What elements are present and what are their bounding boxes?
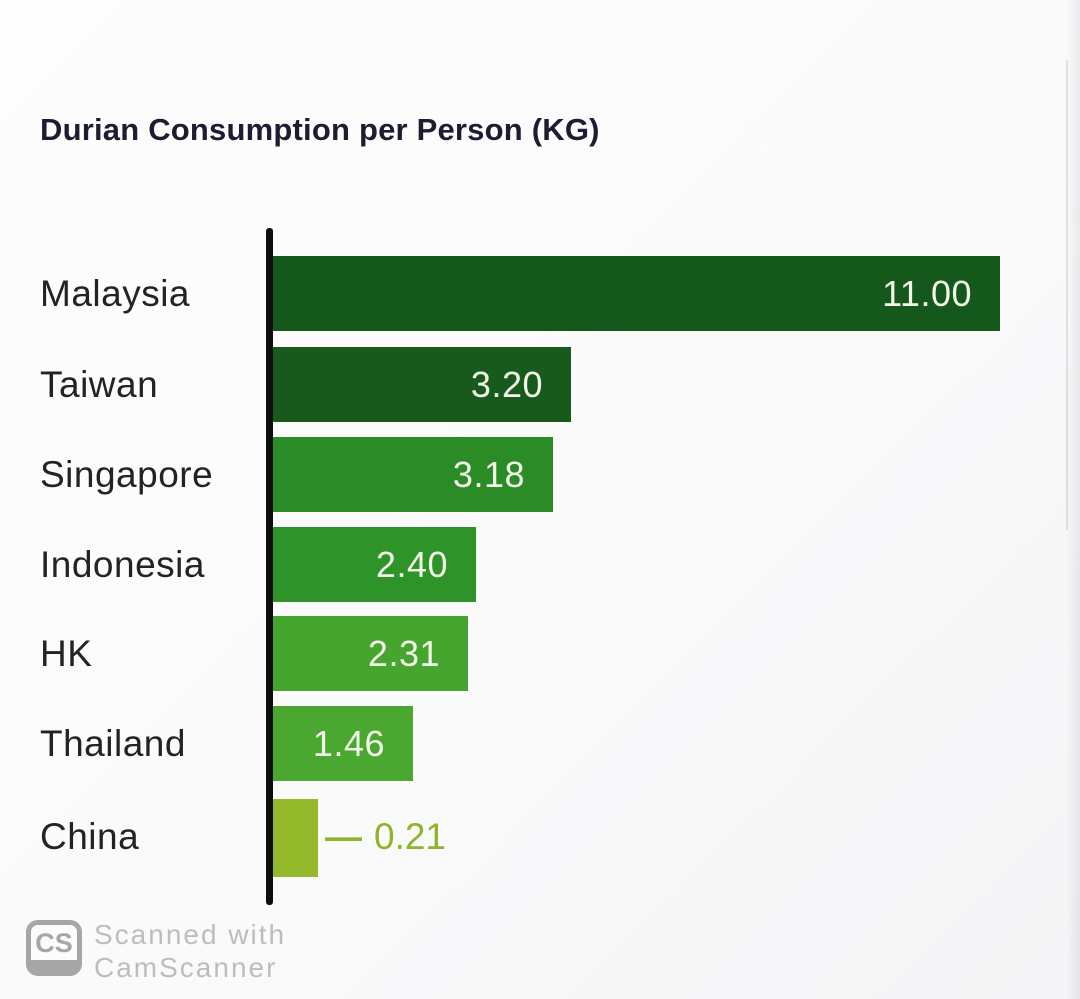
watermark-text: Scanned with CamScanner [94,918,286,984]
category-label: Malaysia [40,272,190,314]
outside-value-note: — 0.21 [325,799,446,874]
value-label: 11.00 [882,272,972,314]
bar-indonesia: 2.40 [273,527,476,602]
watermark-line1: Scanned with [94,919,287,950]
page-edge-line [1066,60,1068,530]
page-edge-shadow [1066,0,1080,999]
camscanner-logo-bar [31,960,77,971]
bar-thailand: 1.46 [273,706,413,781]
category-label: Taiwan [40,363,159,405]
bar-row-china: China — 0.21 [0,799,1080,877]
category-label: China [40,815,140,857]
y-axis-line [266,228,273,905]
category-label: Thailand [40,722,186,764]
bar-malaysia: 11.00 [273,256,1000,331]
value-label: 1.46 [312,722,385,764]
bar-china [273,799,318,877]
category-label: HK [40,632,93,674]
value-label: 0.21 [374,815,447,857]
value-label: 2.31 [367,632,440,674]
watermark-line2: CamScanner [94,952,278,983]
bar-row-thailand: Thailand 1.46 [0,706,1080,781]
category-label: Singapore [40,453,214,495]
bar-row-malaysia: Malaysia 11.00 [0,256,1080,331]
leader-dash: — [325,815,362,857]
chart-title: Durian Consumption per Person (KG) [40,112,600,147]
bar-row-singapore: Singapore 3.18 [0,437,1080,512]
camscanner-logo-icon: CS [26,920,82,976]
value-label: 3.20 [470,363,543,405]
bar-row-hk: HK 2.31 [0,616,1080,691]
bar-row-indonesia: Indonesia 2.40 [0,527,1080,602]
bar-singapore: 3.18 [273,437,553,512]
category-label: Indonesia [40,543,205,585]
value-label: 3.18 [452,453,525,495]
bar-taiwan: 3.20 [273,347,571,422]
bar-hk: 2.31 [273,616,468,691]
camscanner-logo-text: CS [35,928,73,958]
value-label: 2.40 [375,543,448,585]
bar-row-taiwan: Taiwan 3.20 [0,347,1080,422]
